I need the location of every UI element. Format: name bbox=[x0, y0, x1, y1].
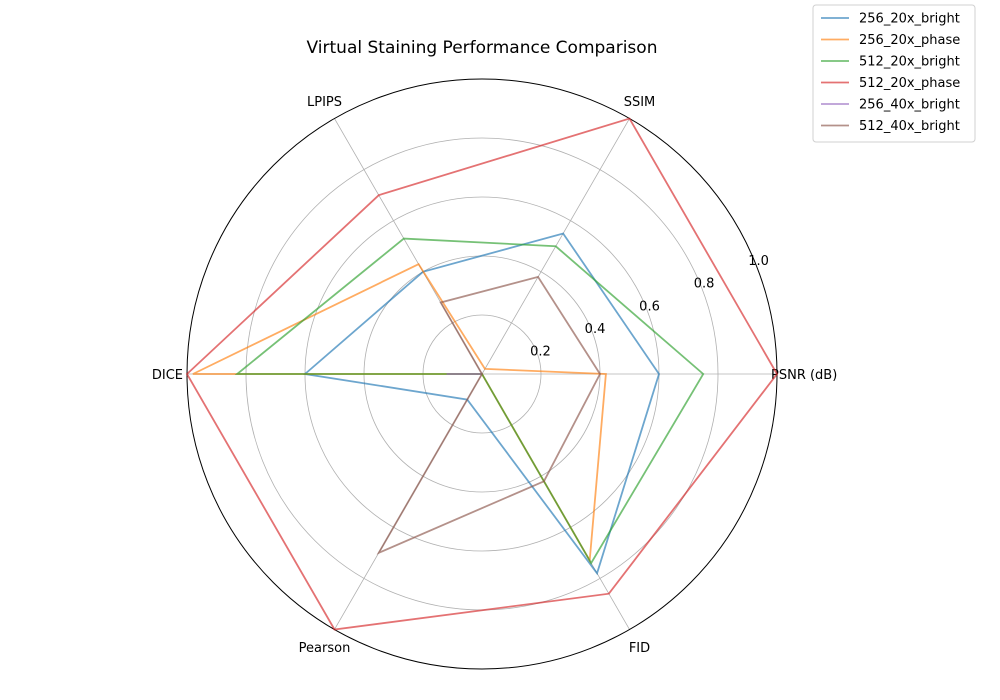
radial-tick-label: 1.0 bbox=[748, 254, 769, 269]
radial-tick-labels: 0.2 0.4 0.6 0.8 1.0 bbox=[530, 254, 769, 359]
axis-label: Pearson bbox=[299, 641, 351, 656]
series-line bbox=[376, 275, 602, 555]
axis-label: DICE bbox=[152, 368, 183, 383]
axis-labels: PSNR (dB) SSIM LPIPS DICE Pearson FID bbox=[152, 95, 837, 656]
legend-box bbox=[812, 4, 976, 143]
axis-label: PSNR (dB) bbox=[771, 368, 837, 383]
axis-label: SSIM bbox=[624, 95, 656, 110]
legend-label: 512_20x_phase bbox=[859, 76, 960, 91]
radial-tick-label: 0.8 bbox=[694, 277, 715, 292]
radial-tick-label: 0.2 bbox=[530, 344, 551, 359]
legend-label: 512_40x_bright bbox=[859, 119, 960, 134]
legend: 256_20x_bright 256_20x_phase 512_20x_brigh… bbox=[812, 4, 976, 143]
series-lines bbox=[185, 117, 779, 631]
series-line bbox=[302, 232, 660, 576]
chart-title: Virtual Staining Performance Comparison bbox=[307, 38, 658, 58]
axis-label: LPIPS bbox=[307, 95, 342, 110]
legend-label: 256_20x_bright bbox=[859, 12, 960, 27]
axis-label: FID bbox=[629, 641, 650, 656]
legend-label: 256_20x_phase bbox=[859, 33, 960, 48]
series-line bbox=[234, 237, 705, 565]
legend-label: 256_40x_bright bbox=[859, 98, 960, 113]
legend-label: 512_20x_bright bbox=[859, 55, 960, 70]
radial-tick-label: 0.6 bbox=[639, 299, 660, 314]
series-line bbox=[185, 117, 779, 631]
radial-tick-label: 0.4 bbox=[585, 322, 606, 337]
